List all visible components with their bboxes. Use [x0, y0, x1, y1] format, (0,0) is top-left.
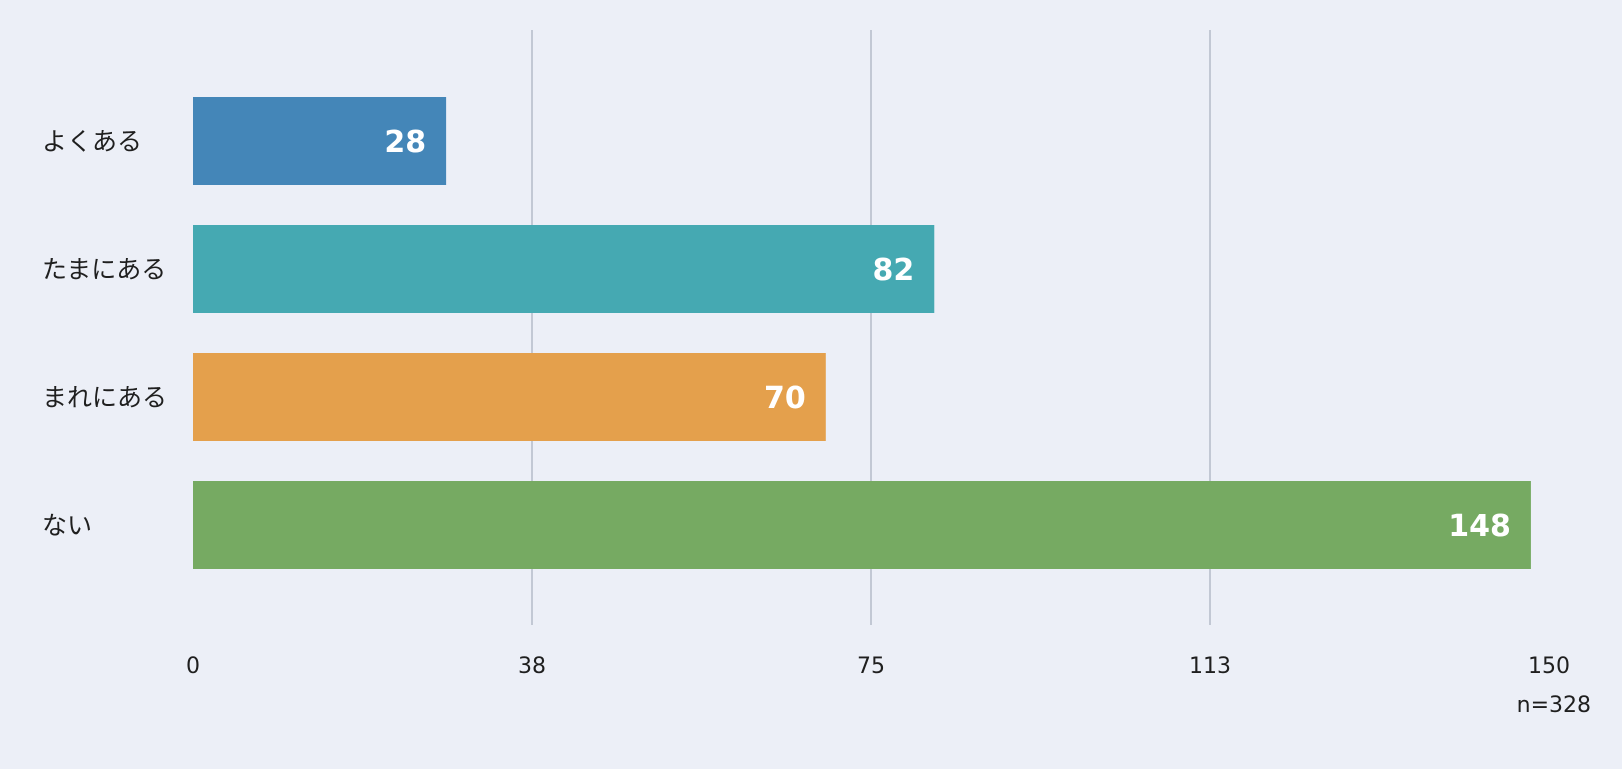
bar — [193, 353, 826, 441]
x-axis-tick-labels: 0 38 75 113 150 — [186, 654, 1570, 679]
bars: 28 82 70 148 — [193, 97, 1531, 569]
x-tick-label: 113 — [1189, 654, 1231, 679]
category-label: よくある — [42, 127, 142, 156]
bar-value-label: 70 — [764, 381, 806, 416]
category-label: ない — [42, 511, 92, 540]
bar — [193, 225, 935, 313]
bar-value-label: 28 — [384, 125, 426, 160]
x-tick-label: 38 — [518, 654, 546, 679]
bar — [193, 481, 1531, 569]
x-tick-label: 75 — [857, 654, 885, 679]
x-tick-label: 150 — [1528, 654, 1570, 679]
bar — [193, 97, 447, 185]
sample-size-note: n=328 — [1517, 693, 1591, 718]
category-label: まれにある — [42, 383, 167, 412]
bar-value-label: 148 — [1448, 509, 1511, 544]
bar-value-label: 82 — [873, 253, 915, 288]
category-label: たまにある — [42, 255, 166, 284]
x-tick-label: 0 — [186, 654, 200, 679]
